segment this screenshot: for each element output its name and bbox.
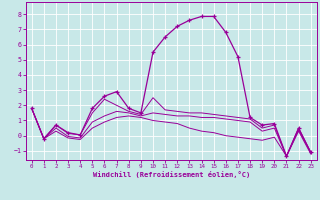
X-axis label: Windchill (Refroidissement éolien,°C): Windchill (Refroidissement éolien,°C) bbox=[92, 171, 250, 178]
